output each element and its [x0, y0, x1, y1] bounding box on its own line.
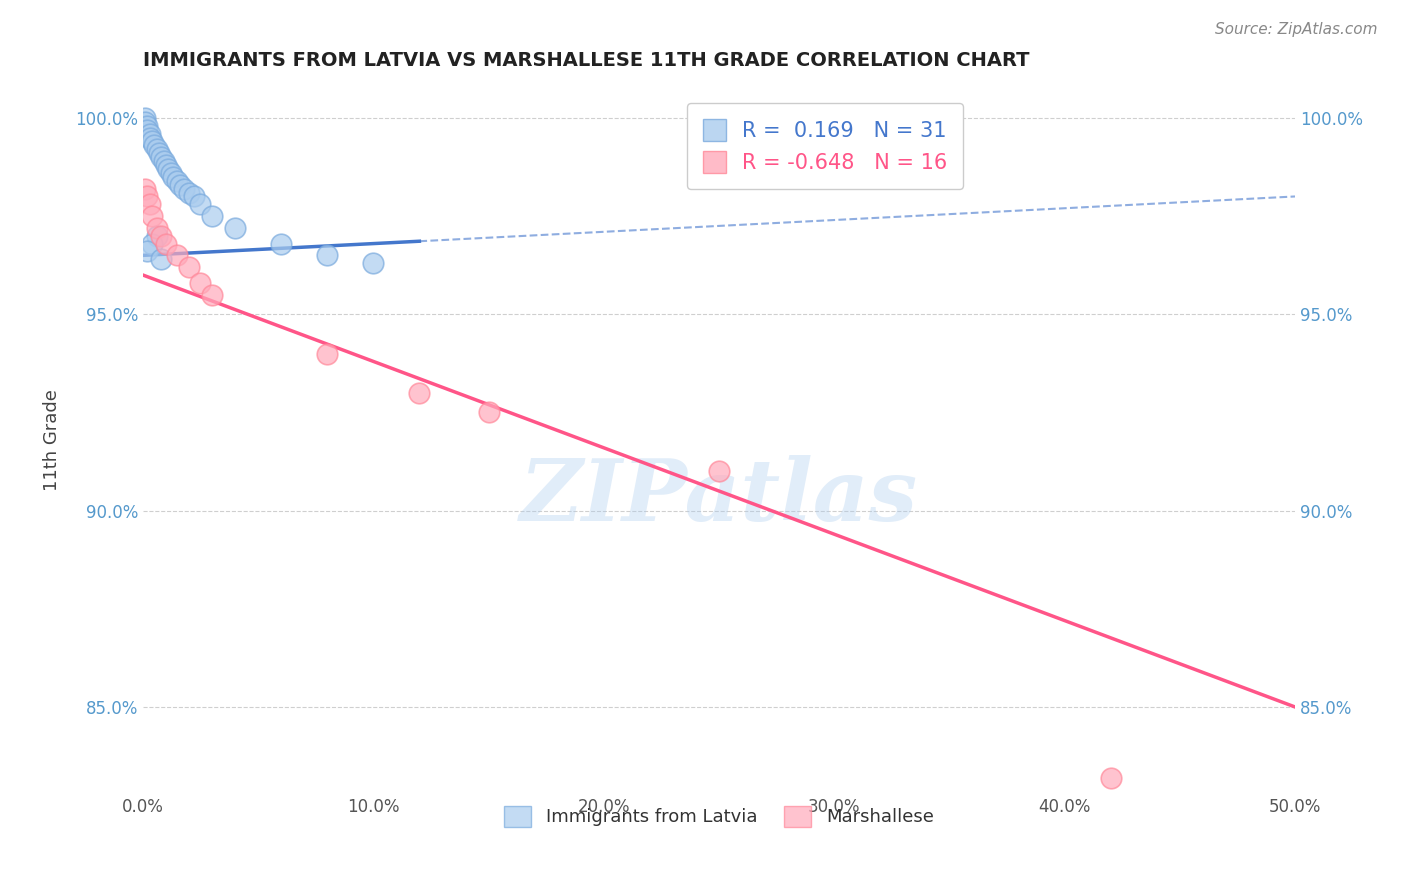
Point: [136, 189, 159, 203]
Point: [1099, 771, 1122, 785]
Point: [150, 252, 173, 267]
Point: [201, 287, 224, 301]
Point: [145, 220, 167, 235]
Text: IMMIGRANTS FROM LATVIA VS MARSHALLESE 11TH GRADE CORRELATION CHART: IMMIGRANTS FROM LATVIA VS MARSHALLESE 11…: [143, 51, 1029, 70]
Point: [136, 122, 159, 136]
Point: [143, 138, 166, 153]
Point: [162, 169, 184, 184]
Point: [166, 248, 188, 262]
Point: [201, 209, 224, 223]
Point: [177, 186, 200, 200]
Point: [173, 181, 195, 195]
Point: [159, 166, 181, 180]
Point: [270, 236, 292, 251]
Point: [134, 111, 156, 125]
Point: [190, 197, 212, 211]
Point: [224, 220, 246, 235]
Point: [477, 405, 499, 419]
Point: [136, 244, 159, 259]
Point: [152, 154, 174, 169]
Point: [316, 248, 339, 262]
Point: [408, 385, 430, 400]
Point: [183, 189, 205, 203]
Point: [166, 174, 188, 188]
Point: [141, 135, 163, 149]
Text: ZIPatlas: ZIPatlas: [520, 455, 918, 538]
Point: [139, 127, 162, 141]
Point: [150, 150, 173, 164]
Point: [136, 119, 159, 133]
Point: [155, 236, 177, 251]
Point: [139, 130, 162, 145]
Point: [141, 209, 163, 223]
Point: [157, 161, 180, 176]
Point: [145, 228, 167, 243]
Point: [148, 146, 170, 161]
Point: [190, 276, 212, 290]
Point: [139, 197, 162, 211]
Point: [363, 256, 385, 270]
Text: Source: ZipAtlas.com: Source: ZipAtlas.com: [1215, 22, 1378, 37]
Point: [169, 178, 191, 192]
Point: [177, 260, 200, 274]
Point: [141, 236, 163, 251]
Point: [707, 464, 730, 478]
Y-axis label: 11th Grade: 11th Grade: [44, 389, 60, 491]
Point: [134, 181, 156, 195]
Point: [155, 158, 177, 172]
Legend: Immigrants from Latvia, Marshallese: Immigrants from Latvia, Marshallese: [496, 798, 941, 834]
Point: [134, 115, 156, 129]
Point: [145, 142, 167, 156]
Point: [316, 346, 339, 360]
Point: [150, 228, 173, 243]
